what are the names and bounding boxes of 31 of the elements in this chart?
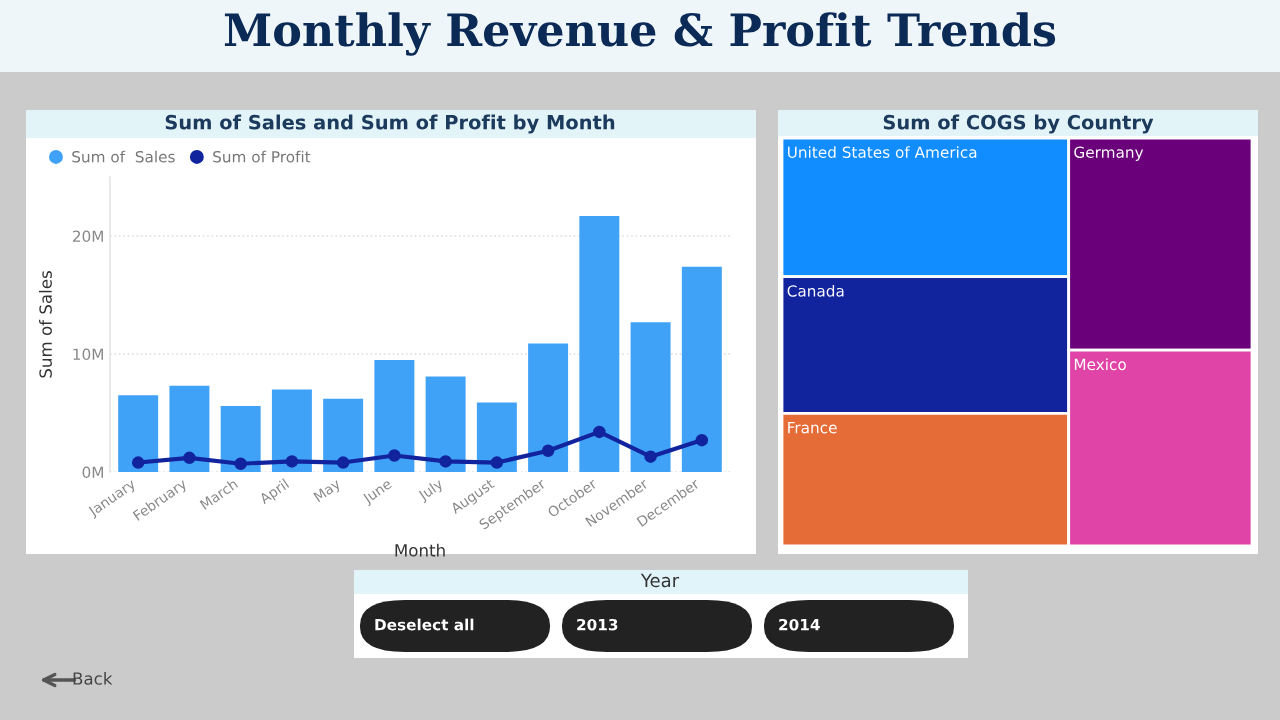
bar bbox=[323, 398, 364, 472]
point bbox=[336, 456, 350, 469]
point bbox=[644, 450, 657, 463]
point bbox=[183, 451, 196, 465]
point bbox=[695, 433, 709, 447]
point bbox=[490, 456, 504, 469]
bar bbox=[118, 395, 159, 472]
bar bbox=[220, 405, 261, 472]
bar bbox=[425, 376, 466, 472]
bar bbox=[528, 343, 569, 472]
y-axis-title: Sum of Sales bbox=[39, 271, 52, 378]
chart-title: Sum of Sales and Sum of Profit by Month bbox=[165, 114, 615, 134]
bar bbox=[271, 389, 312, 472]
bar bbox=[169, 385, 210, 472]
x-axis-title: Month bbox=[395, 543, 445, 557]
bar bbox=[630, 322, 671, 472]
point bbox=[234, 457, 247, 470]
point bbox=[593, 425, 606, 439]
bar bbox=[579, 215, 620, 472]
bar bbox=[681, 266, 722, 472]
bar bbox=[476, 402, 517, 472]
point bbox=[541, 444, 555, 458]
point bbox=[285, 455, 299, 468]
text: Back bbox=[73, 671, 113, 685]
point bbox=[388, 449, 401, 462]
bar bbox=[374, 359, 415, 472]
text: Sum of COGS by Country bbox=[883, 114, 1154, 134]
text: Monthly Revenue & Profit Trends bbox=[224, 12, 1056, 56]
text: Year bbox=[640, 573, 680, 588]
point bbox=[131, 456, 145, 469]
point bbox=[439, 455, 452, 468]
